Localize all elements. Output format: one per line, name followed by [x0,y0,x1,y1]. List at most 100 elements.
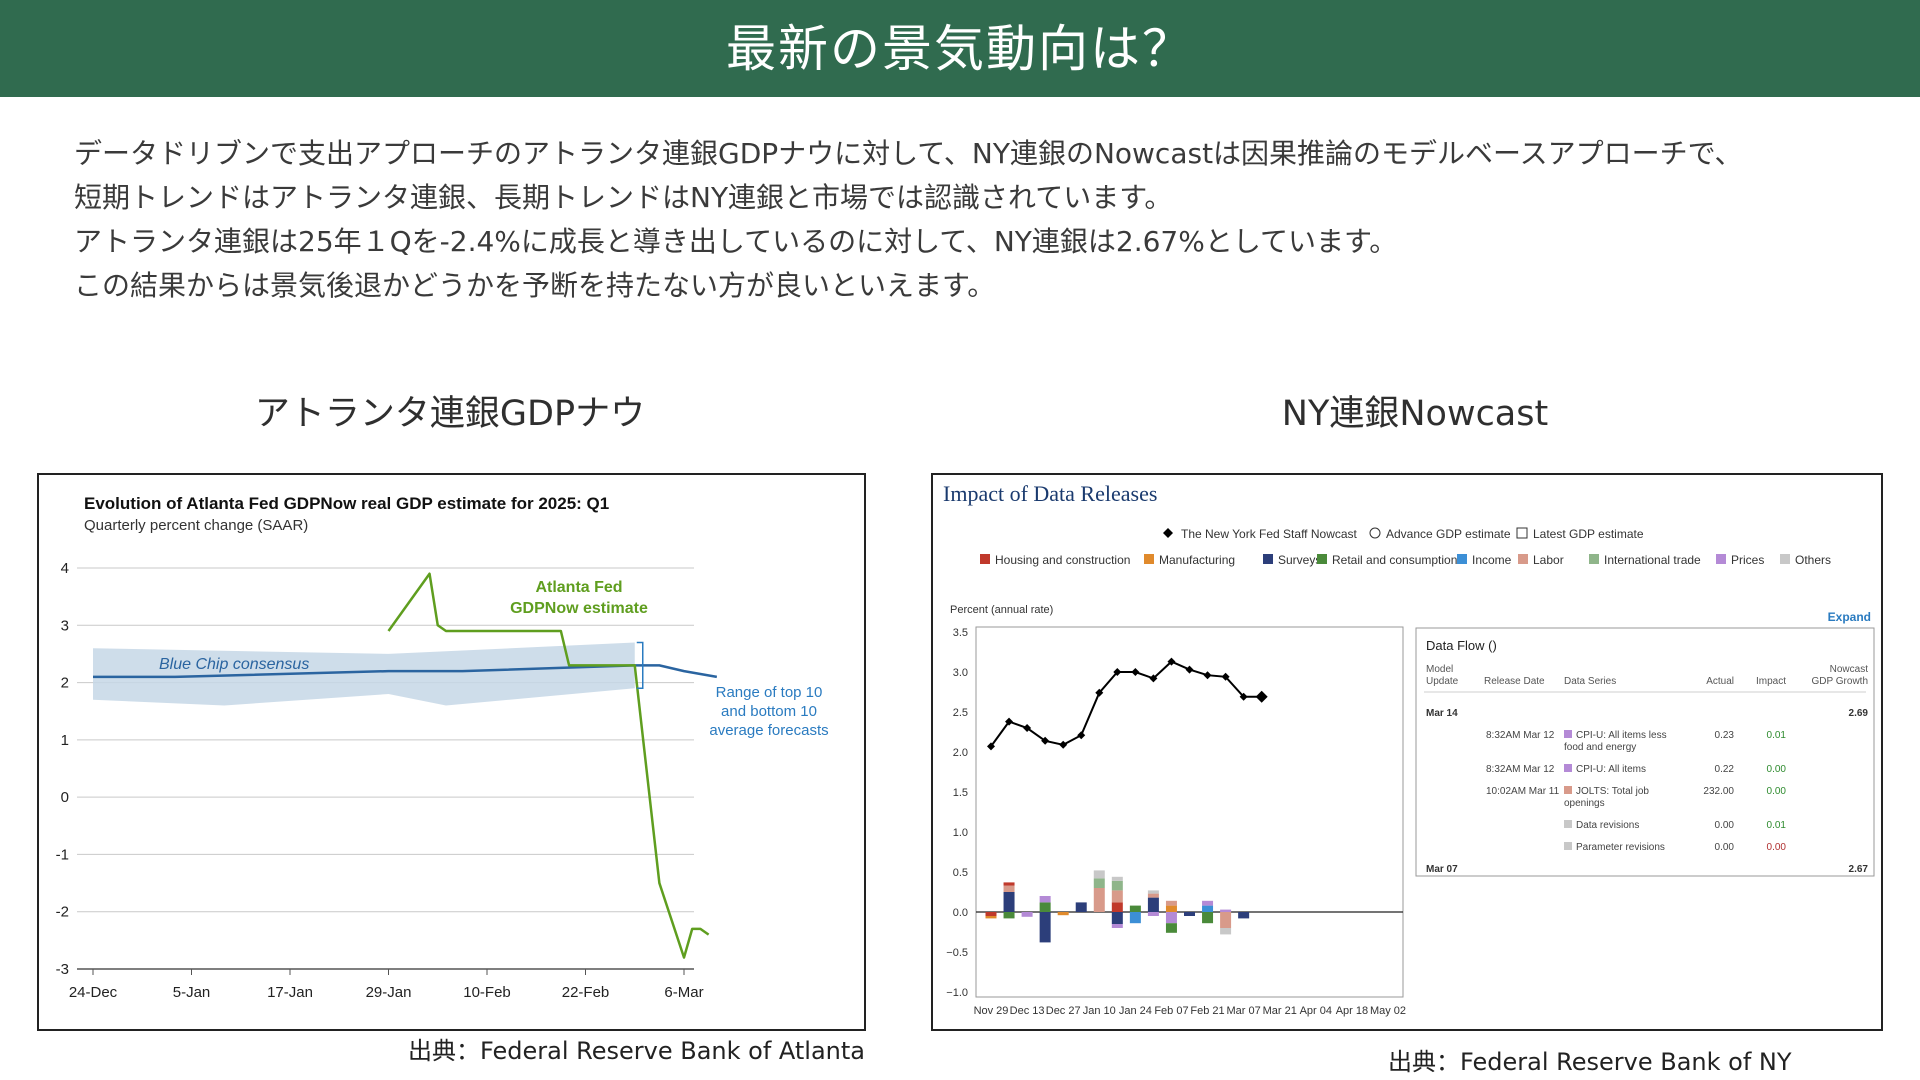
model-update-cell: Mar 14 [1426,708,1458,719]
x-tick-label: Dec 27 [1046,1005,1081,1017]
legend-swatch [1716,554,1726,564]
impact-bar [1003,912,1015,919]
chart-title: Evolution of Atlanta Fed GDPNow real GDP… [84,494,609,513]
impact-bar [1111,876,1123,881]
impact-bar [1093,888,1105,912]
data-flow-table [1415,627,1875,877]
nowcast-point [1131,668,1140,676]
impact-bar [1202,900,1214,906]
nowcast-point [1255,690,1268,703]
series-cell: Data revisions [1576,820,1639,831]
x-tick-label: Mar 07 [1227,1005,1261,1017]
legend-swatch [1589,554,1599,564]
legend-marker-label: Advance GDP estimate [1386,527,1511,541]
actual-cell: 0.00 [1715,820,1735,831]
plot-area [975,626,1404,998]
series-cell: openings [1564,798,1605,809]
model-update-cell: Mar 07 [1426,864,1458,875]
nowcast-point [1167,657,1176,666]
impact-cell: 0.00 [1767,786,1787,797]
impact-bar [985,912,997,916]
nowcast-point [1185,665,1194,674]
series-cell: CPI-U: All items less [1576,730,1667,741]
impact-bar [1039,912,1051,943]
chart-subtitle: Quarterly percent change (SAAR) [84,517,308,534]
impact-bar [1238,912,1250,919]
nowcast-point [1023,724,1032,732]
impact-cell: 0.01 [1767,820,1787,831]
range-band [93,642,635,706]
y-tick-label: 3.5 [953,627,968,639]
y-tick-label: 1.5 [953,787,968,799]
y-tick-label: 0.0 [953,907,968,919]
actual-cell: 0.23 [1715,730,1735,741]
y-tick-label: 1 [61,732,69,749]
y-tick-label: 2 [61,675,69,692]
body-line-1: データドリブンで支出アプローチのアトランタ連銀GDPナウに対して、NY連銀のNo… [74,137,1743,170]
nowcast-point [1203,671,1212,680]
x-tick-label: Mar 21 [1263,1005,1297,1017]
ny-source: 出典：Federal Reserve Bank of NY [1388,1048,1792,1076]
actual-cell: 0.22 [1715,764,1735,775]
nowcast-line [990,660,1262,747]
y-tick-label: 2.5 [953,707,968,719]
nowcast-point [1239,692,1248,701]
impact-bar [1039,902,1051,912]
x-tick-label: 24-Dec [69,984,118,1001]
x-tick-label: 29-Jan [366,984,412,1001]
legend-category-label: Surveys [1278,553,1321,567]
legend-diamond-icon [1163,528,1173,538]
y-tick-label: 1.0 [953,827,968,839]
col-header: Update [1426,676,1459,687]
x-tick-label: 6-Mar [664,984,703,1001]
actual-cell: 232.00 [1703,786,1734,797]
legend-category-label: Retail and consumption [1332,553,1457,567]
impact-bar [1039,896,1051,903]
nowcast-point [1095,688,1104,697]
nowcast-point [1113,668,1122,676]
col-header: Nowcast [1830,664,1869,675]
nowcast-point [1149,674,1158,683]
col-header: Actual [1706,676,1734,687]
legend-category-label: Income [1472,553,1512,567]
range-annotation-line1: Range of top 10 [716,684,823,701]
x-tick-label: 22-Feb [562,984,610,1001]
impact-bar [1165,912,1177,924]
impact-bar [1093,878,1105,888]
release-date-cell: 10:02AM Mar 11 [1486,786,1560,797]
body-line-3: アトランタ連銀は25年１Qを-2.4%に成長と導き出しているのに対して、NY連銀… [74,225,1398,258]
x-tick-label: 5-Jan [173,984,211,1001]
legend-category-label: Prices [1731,553,1764,567]
range-annotation-line2: and bottom 10 [721,703,817,720]
legend-swatch [980,554,990,564]
legend-circle-icon [1369,527,1381,539]
gdpnow-line [387,572,710,959]
legend-swatch [1780,554,1790,564]
y-tick-label: 0 [61,789,69,806]
impact-bar [1111,890,1123,903]
x-tick-label: Feb 07 [1154,1005,1188,1017]
impact-bar [1021,912,1033,917]
header-bar [0,0,1920,97]
impact-bar [1147,912,1159,916]
release-date-cell: 8:32AM Mar 12 [1486,764,1555,775]
legend-category-label: International trade [1604,553,1701,567]
nowcast-cell: 2.69 [1849,708,1869,719]
legend-category-label: Housing and construction [995,553,1130,567]
gdpnow-annotation-line1: Atlanta Fed [535,579,622,596]
y-tick-label: −0.5 [946,947,968,959]
impact-bar [1003,885,1015,892]
bluechip-annotation: Blue Chip consensus [159,656,309,673]
impact-bar [1147,893,1159,898]
impact-bar [1165,900,1177,906]
range-bracket [636,641,644,690]
x-tick-label: 17-Jan [267,984,313,1001]
nowcast-point [1041,736,1050,745]
range-annotation-line3: average forecasts [709,722,828,739]
impact-cell: 0.00 [1767,764,1787,775]
nowcast-point [1005,717,1014,726]
legend-category-label: Others [1795,553,1831,567]
legend-swatch [1457,554,1467,564]
impact-bar [1202,905,1214,912]
impact-bar [1220,912,1232,928]
